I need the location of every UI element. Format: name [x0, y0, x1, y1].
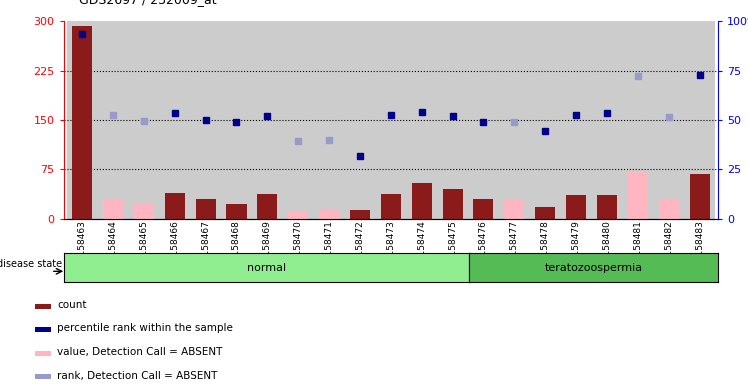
Bar — [221, 21, 252, 219]
Bar — [530, 21, 561, 219]
FancyBboxPatch shape — [35, 328, 51, 332]
Bar — [622, 21, 653, 219]
Bar — [375, 21, 406, 219]
Bar — [129, 21, 159, 219]
Text: value, Detection Call = ABSENT: value, Detection Call = ABSENT — [58, 347, 223, 357]
Bar — [561, 21, 592, 219]
Bar — [283, 21, 313, 219]
Bar — [535, 207, 555, 219]
Bar — [165, 192, 185, 219]
Bar — [684, 21, 715, 219]
Bar — [350, 210, 370, 219]
Bar — [252, 21, 283, 219]
Bar — [227, 204, 247, 219]
Bar — [313, 21, 345, 219]
Bar — [411, 183, 432, 219]
Bar — [504, 199, 524, 219]
Bar — [97, 21, 129, 219]
Text: percentile rank within the sample: percentile rank within the sample — [58, 323, 233, 333]
Bar — [381, 194, 401, 219]
Bar — [473, 199, 494, 219]
FancyBboxPatch shape — [35, 351, 51, 356]
Bar — [67, 21, 97, 219]
Bar — [628, 171, 648, 219]
Bar — [468, 21, 499, 219]
Bar — [592, 21, 622, 219]
Bar — [566, 195, 586, 219]
Bar — [288, 211, 308, 219]
Bar — [653, 21, 684, 219]
FancyBboxPatch shape — [35, 304, 51, 309]
Bar — [690, 174, 710, 219]
Text: disease state: disease state — [0, 259, 61, 270]
Bar — [443, 189, 462, 219]
Text: count: count — [58, 300, 87, 310]
Bar — [345, 21, 375, 219]
Text: rank, Detection Call = ABSENT: rank, Detection Call = ABSENT — [58, 371, 218, 381]
Bar — [195, 199, 215, 219]
Bar — [406, 21, 437, 219]
Text: teratozoospermia: teratozoospermia — [545, 263, 643, 273]
Bar — [257, 194, 278, 219]
Text: GDS2697 / 232009_at: GDS2697 / 232009_at — [79, 0, 216, 6]
Bar — [659, 199, 678, 219]
FancyBboxPatch shape — [35, 374, 51, 379]
Bar — [159, 21, 190, 219]
Bar — [134, 204, 154, 219]
Bar — [72, 26, 92, 219]
Bar — [437, 21, 468, 219]
Bar — [190, 21, 221, 219]
Bar — [499, 21, 530, 219]
Bar — [319, 210, 339, 219]
Bar — [597, 195, 617, 219]
Text: normal: normal — [247, 263, 286, 273]
Bar — [103, 199, 123, 219]
